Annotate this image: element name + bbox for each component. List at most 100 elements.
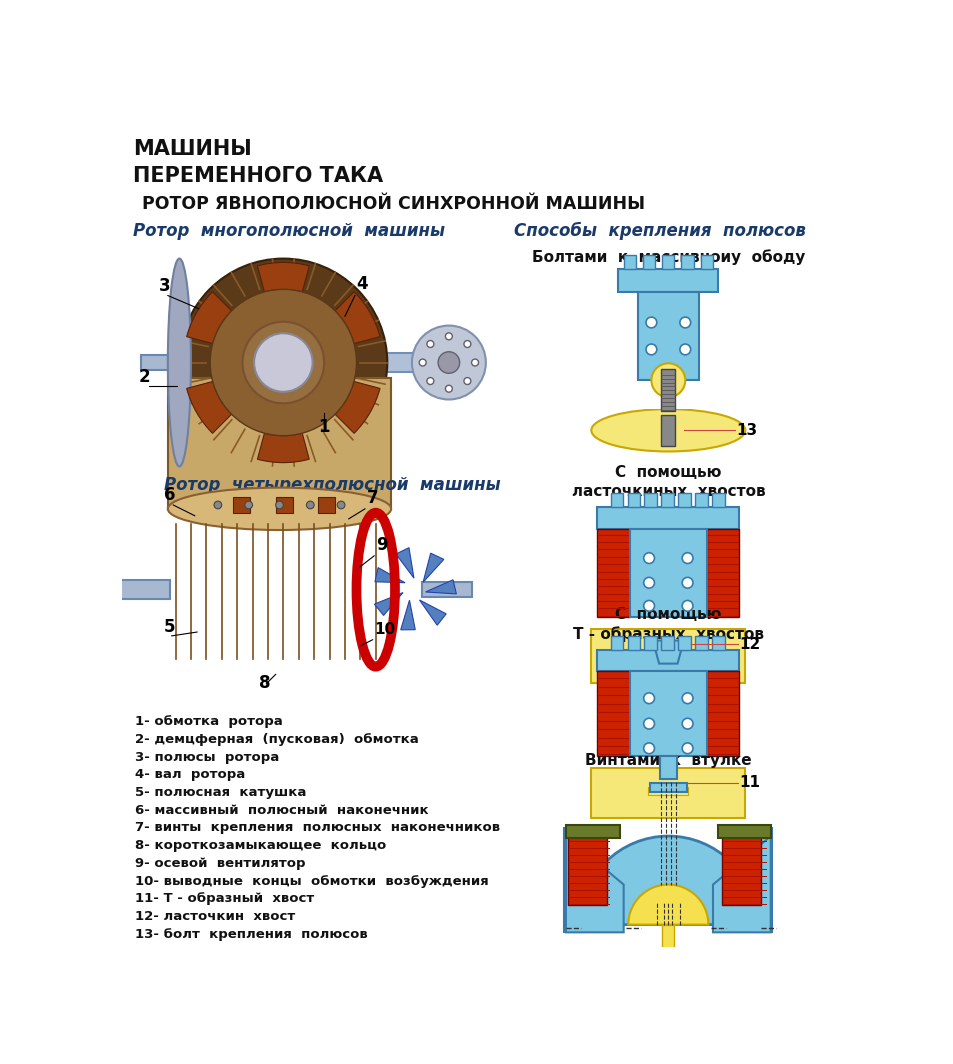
Circle shape xyxy=(681,578,692,588)
Text: С  помощью
ласточкиных  хвостов: С помощью ласточкиных хвостов xyxy=(571,465,764,499)
Circle shape xyxy=(681,718,692,729)
Text: Болтами  к  массивноиу  ободу: Болтами к массивноиу ободу xyxy=(531,249,804,265)
Bar xyxy=(659,757,676,779)
Polygon shape xyxy=(425,580,456,594)
Bar xyxy=(700,254,712,268)
Polygon shape xyxy=(422,553,443,582)
Bar xyxy=(648,786,688,795)
Circle shape xyxy=(275,501,283,509)
Bar xyxy=(657,952,679,963)
Ellipse shape xyxy=(168,487,391,530)
Text: 12- ласточкин  хвост: 12- ласточкин хвост xyxy=(135,910,295,922)
Bar xyxy=(591,629,744,683)
Wedge shape xyxy=(187,382,232,433)
Text: 10- выводные  концы  обмотки  возбуждения: 10- выводные концы обмотки возбуждения xyxy=(135,875,489,887)
Bar xyxy=(597,650,739,671)
Text: 2- демцферная  (пусковая)  обмотка: 2- демцферная (пусковая) обмотка xyxy=(135,733,418,746)
Bar xyxy=(179,353,453,371)
Bar xyxy=(583,385,752,409)
Bar xyxy=(141,354,181,370)
Text: 11: 11 xyxy=(739,776,760,791)
Text: РОТОР ЯВНОПОЛЮСНОЙ СИНХРОННОЙ МАШИНЫ: РОТОР ЯВНОПОЛЮСНОЙ СИНХРОННОЙ МАШИНЫ xyxy=(142,196,644,214)
Bar xyxy=(233,497,250,513)
Circle shape xyxy=(643,693,654,703)
Circle shape xyxy=(306,501,314,509)
Circle shape xyxy=(643,743,654,753)
Circle shape xyxy=(210,289,356,435)
Bar xyxy=(678,494,690,508)
Text: 13- болт  крепления  полюсов: 13- болт крепления полюсов xyxy=(135,928,368,941)
Circle shape xyxy=(643,718,654,729)
Text: МАШИНЫ
ПЕРЕМЕННОГО ТАКА: МАШИНЫ ПЕРЕМЕННОГО ТАКА xyxy=(133,139,383,185)
Wedge shape xyxy=(579,836,756,925)
Text: 6- массивный  полюсный  наконечник: 6- массивный полюсный наконечник xyxy=(135,803,429,817)
Circle shape xyxy=(643,578,654,588)
Bar xyxy=(642,254,655,268)
Bar xyxy=(618,268,718,292)
Text: 6: 6 xyxy=(164,485,175,503)
Circle shape xyxy=(463,378,471,384)
Text: 9: 9 xyxy=(375,535,387,553)
Polygon shape xyxy=(395,548,414,578)
Circle shape xyxy=(336,501,345,509)
Polygon shape xyxy=(565,836,623,932)
Text: 8: 8 xyxy=(258,675,270,693)
Circle shape xyxy=(681,600,692,611)
Circle shape xyxy=(426,378,434,384)
Wedge shape xyxy=(257,433,309,463)
Circle shape xyxy=(679,344,690,354)
Bar xyxy=(564,829,583,932)
Bar xyxy=(680,254,693,268)
Ellipse shape xyxy=(168,259,191,466)
Bar xyxy=(660,415,675,446)
Text: Способы  крепления  полюсов: Способы крепления полюсов xyxy=(514,221,805,239)
Text: 7- винты  крепления  полюсных  наконечников: 7- винты крепления полюсных наконечников xyxy=(135,821,500,834)
Bar xyxy=(565,826,619,837)
Circle shape xyxy=(213,501,221,509)
Text: 3: 3 xyxy=(158,277,170,295)
Circle shape xyxy=(645,317,656,328)
Bar xyxy=(712,636,723,650)
Bar xyxy=(695,494,707,508)
Wedge shape xyxy=(187,292,232,344)
Bar xyxy=(421,582,472,597)
Wedge shape xyxy=(335,382,379,433)
Bar xyxy=(627,494,639,508)
Bar xyxy=(752,829,772,932)
Circle shape xyxy=(643,552,654,564)
Circle shape xyxy=(463,340,471,348)
Circle shape xyxy=(681,693,692,703)
Text: 10: 10 xyxy=(374,622,395,637)
Bar xyxy=(168,378,391,509)
Circle shape xyxy=(437,352,459,373)
Bar xyxy=(610,494,622,508)
Text: 1: 1 xyxy=(317,418,329,436)
Text: 11- Т - образный  хвост: 11- Т - образный хвост xyxy=(135,893,314,905)
Wedge shape xyxy=(628,884,708,925)
Circle shape xyxy=(645,344,656,354)
Bar xyxy=(660,636,673,650)
Circle shape xyxy=(242,321,324,403)
Bar xyxy=(695,636,707,650)
Bar xyxy=(117,581,170,599)
Circle shape xyxy=(643,600,654,611)
Bar xyxy=(660,494,673,508)
Circle shape xyxy=(445,333,452,339)
Bar xyxy=(706,529,739,617)
Circle shape xyxy=(179,259,387,466)
Circle shape xyxy=(426,340,434,348)
Polygon shape xyxy=(652,641,683,664)
Text: 1- обмотка  ротора: 1- обмотка ротора xyxy=(135,715,283,728)
Circle shape xyxy=(681,552,692,564)
Bar xyxy=(275,497,293,513)
Text: 3- полюсы  ротора: 3- полюсы ротора xyxy=(135,750,279,764)
Text: 9- осевой  вентилятор: 9- осевой вентилятор xyxy=(135,857,306,870)
Circle shape xyxy=(681,743,692,753)
Text: 8- короткозамыкающее  кольцо: 8- короткозамыкающее кольцо xyxy=(135,839,386,852)
Circle shape xyxy=(445,385,452,393)
Bar xyxy=(568,829,606,905)
Bar xyxy=(597,508,739,529)
Circle shape xyxy=(651,363,684,397)
Text: 13: 13 xyxy=(736,422,757,437)
Text: Ротор  четырехполюсной  машины: Ротор четырехполюсной машины xyxy=(164,476,500,494)
